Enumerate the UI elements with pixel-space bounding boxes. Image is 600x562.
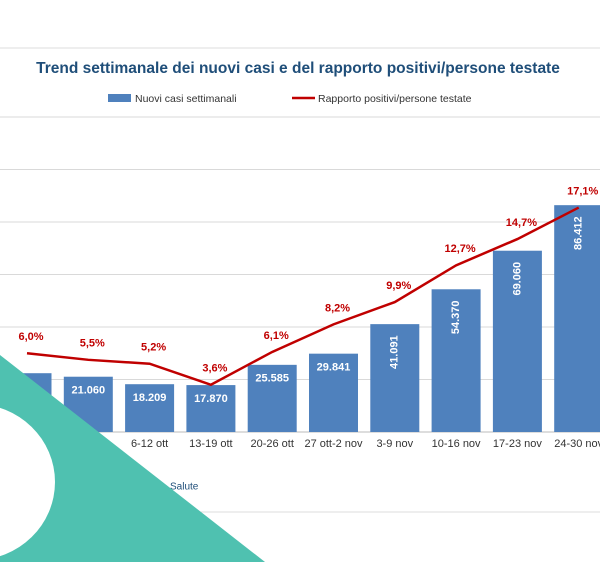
bar bbox=[492, 250, 542, 432]
x-tick-label-box: 3-9 nov bbox=[376, 438, 414, 450]
legend-label: Nuovi casi settimanali bbox=[135, 93, 237, 105]
bar-label: 54.370 bbox=[450, 300, 462, 334]
x-tick-label: 13-19 ott bbox=[189, 438, 233, 450]
x-tick-label: 24-30 nov bbox=[554, 438, 600, 450]
x-tick-label-box: 17-23 nov bbox=[492, 438, 542, 450]
x-tick-label-box: 20-26 ott bbox=[250, 438, 294, 450]
bar bbox=[370, 324, 420, 432]
line-label: 6,0% bbox=[18, 331, 43, 343]
bar bbox=[431, 289, 481, 432]
legend-label: Rapporto positivi/persone testate bbox=[318, 93, 472, 105]
x-tick-label: 10-16 nov bbox=[431, 438, 481, 450]
chart-title: Trend settimanale dei nuovi casi e del r… bbox=[36, 60, 560, 77]
line-label: 8,2% bbox=[325, 302, 350, 314]
bar-label: 86.412 bbox=[573, 216, 585, 250]
line bbox=[26, 206, 580, 387]
line-label: 9,9% bbox=[386, 280, 411, 292]
x-tick-label: 6-12 ott bbox=[130, 438, 169, 450]
bar-label: 25.585 bbox=[255, 373, 289, 385]
line-label: 12,7% bbox=[444, 243, 475, 255]
line-label: 17,1% bbox=[567, 185, 598, 197]
bar-label: 18.209 bbox=[133, 392, 167, 404]
legend-swatch bbox=[108, 94, 131, 102]
bar bbox=[186, 385, 236, 432]
line-label: 6,1% bbox=[264, 330, 289, 342]
x-tick-label: 3-9 nov bbox=[376, 438, 414, 450]
line-label: 5,5% bbox=[80, 338, 105, 350]
line-label: 3,6% bbox=[202, 363, 227, 375]
source: Salute bbox=[170, 482, 199, 493]
x-tick-label-box: 13-19 ott bbox=[189, 438, 233, 450]
bar-label: 17.870 bbox=[194, 393, 228, 405]
line-label: 5,2% bbox=[141, 342, 166, 354]
x-tick-label-box: 24-30 nov bbox=[554, 438, 600, 450]
bar-label: 69.060 bbox=[511, 262, 523, 296]
x-tick-label: 17-23 nov bbox=[492, 438, 542, 450]
decor-shape bbox=[0, 355, 265, 562]
bar bbox=[125, 384, 175, 432]
bar bbox=[247, 364, 297, 432]
x-tick-label-box: 27 ott-2 nov bbox=[304, 438, 363, 450]
x-tick-label: 20-26 ott bbox=[250, 438, 294, 450]
x-tick-label: 27 ott-2 nov bbox=[304, 438, 363, 450]
bar bbox=[554, 205, 600, 432]
decor-circle bbox=[0, 407, 55, 557]
bar-label: 29.841 bbox=[317, 362, 351, 374]
bar bbox=[309, 353, 358, 432]
bar-label: 41.091 bbox=[389, 335, 401, 369]
bar-label: 21.060 bbox=[71, 385, 105, 397]
x-tick-label-box: 6-12 ott bbox=[130, 438, 169, 450]
x-tick-label-box: 10-16 nov bbox=[431, 438, 481, 450]
line-label: 14,7% bbox=[506, 217, 537, 229]
